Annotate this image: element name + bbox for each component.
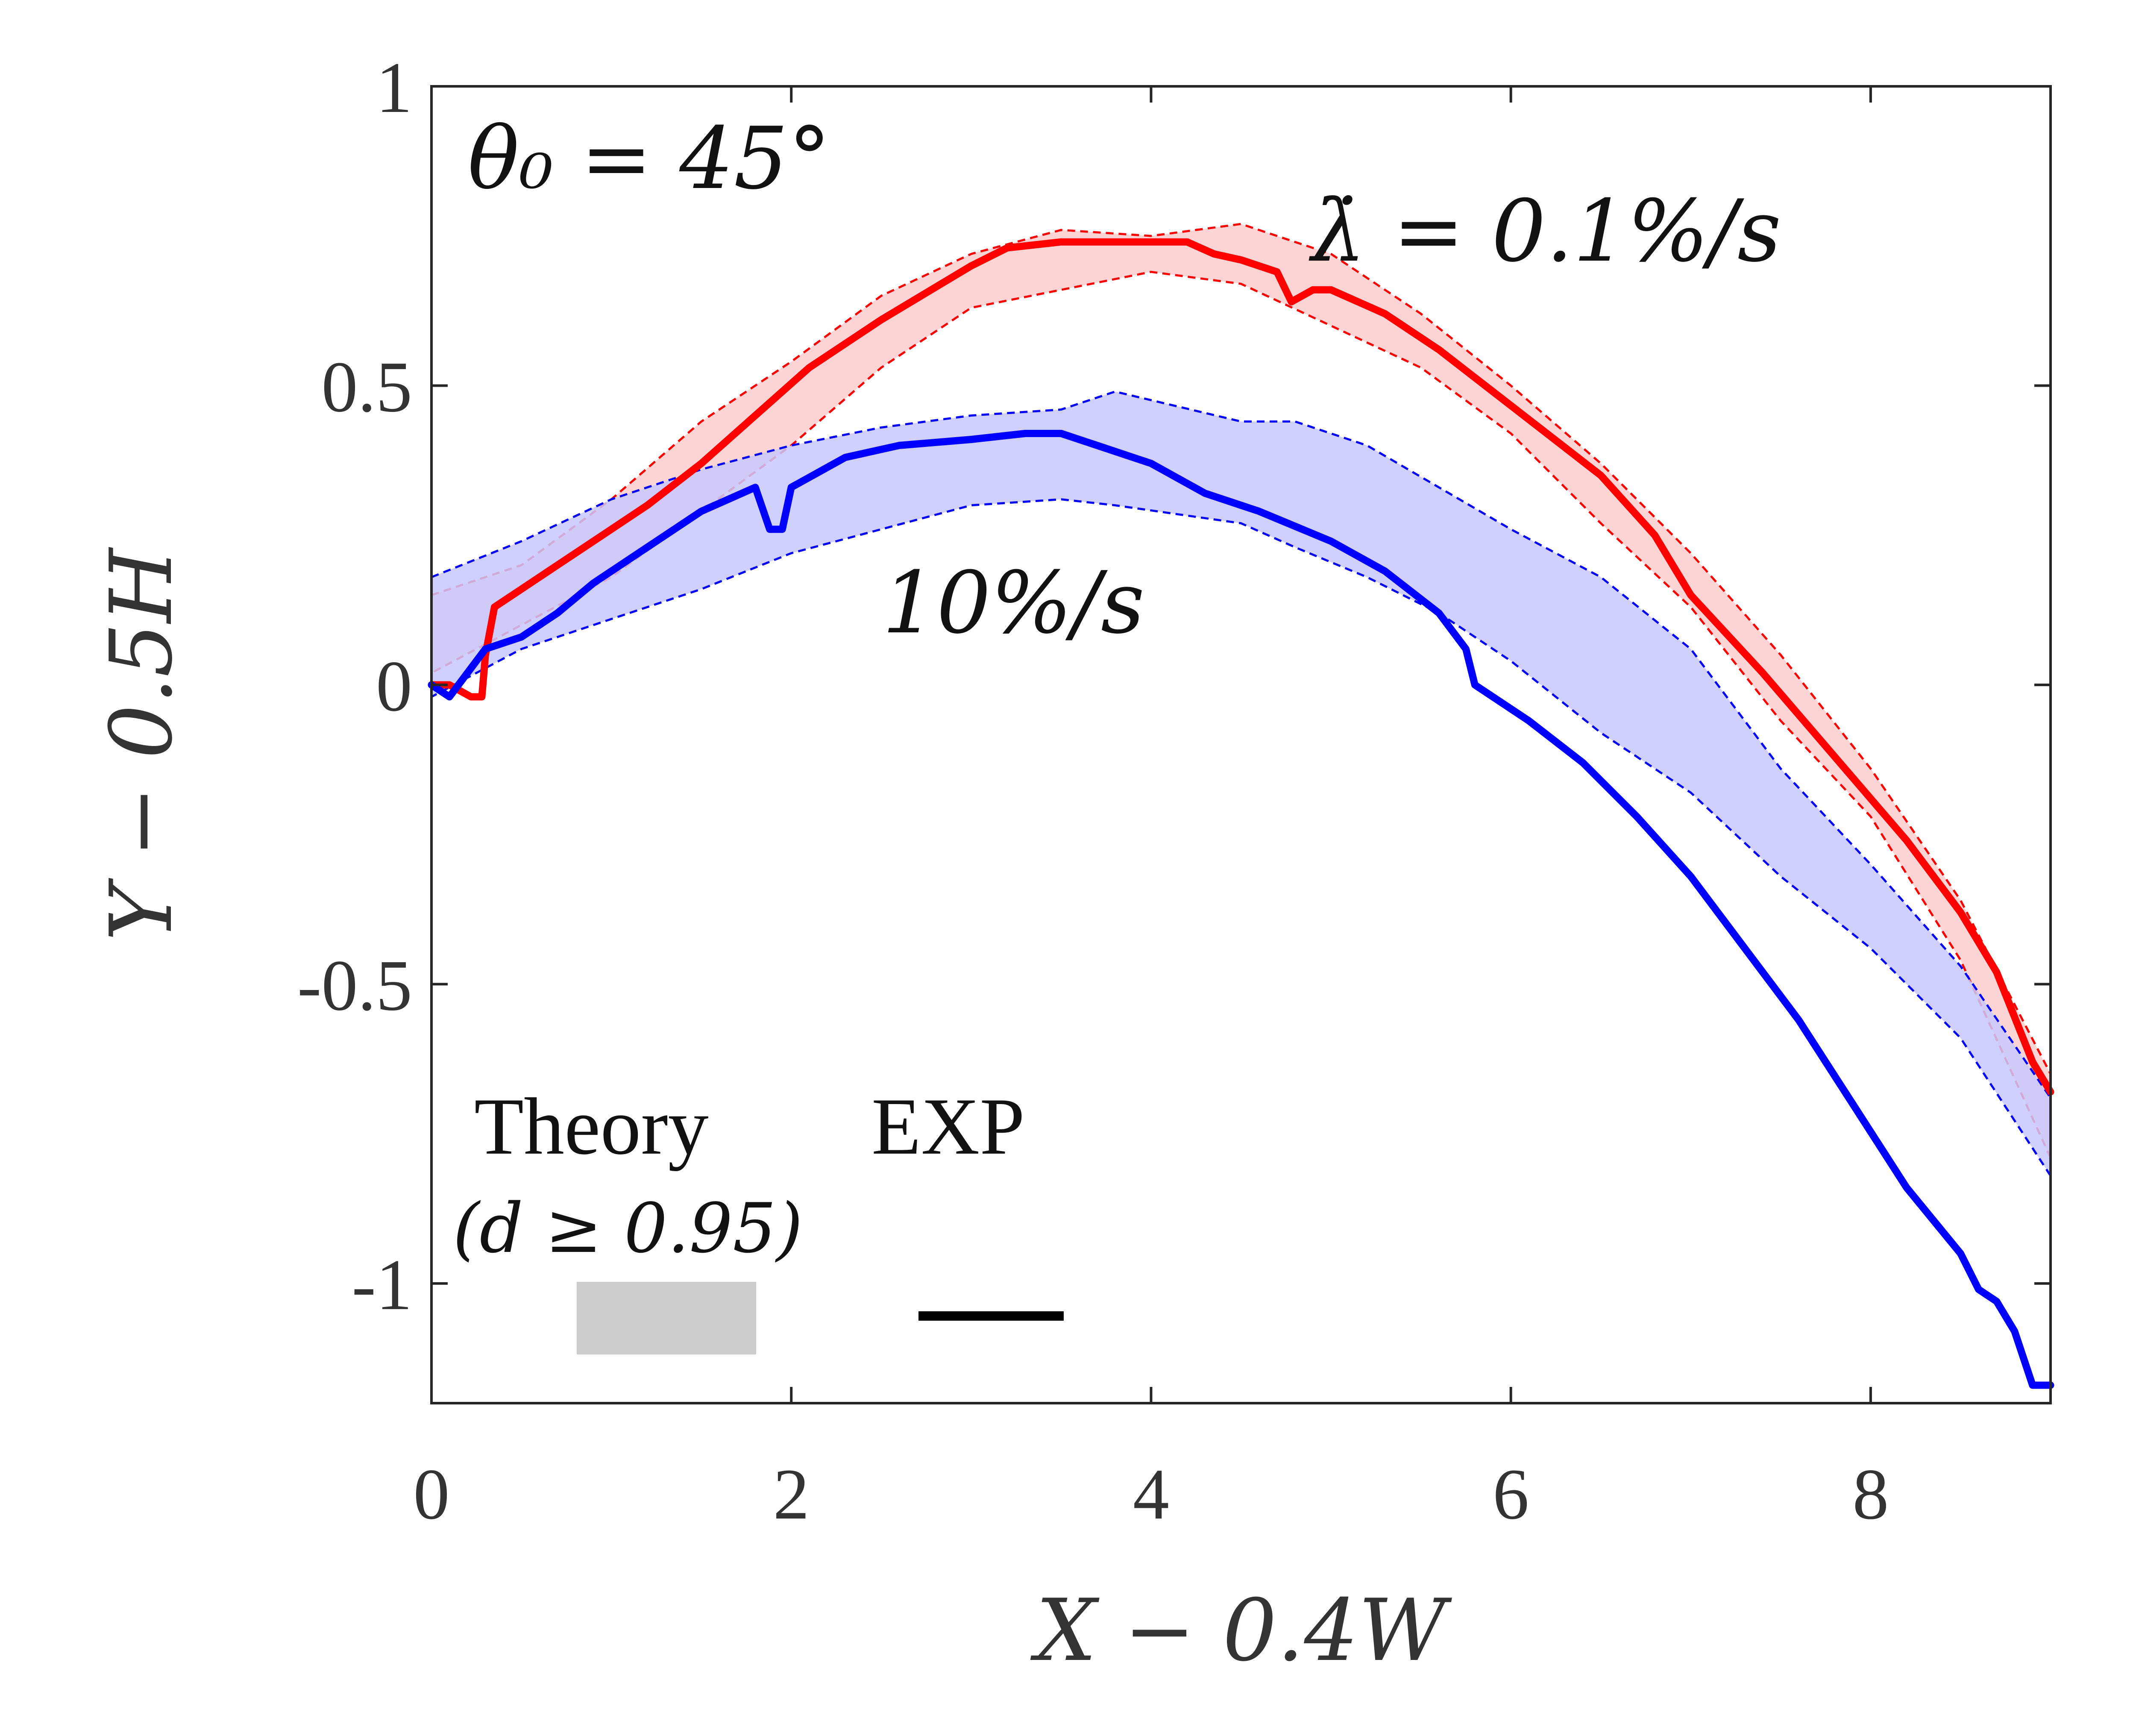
y-tick-label-4: -1 bbox=[352, 1245, 412, 1325]
y-tick-labels: 1 0.5 0 -0.5 -1 bbox=[297, 47, 412, 1325]
legend-exp-label: EXP bbox=[871, 1082, 1025, 1172]
legend-theory-label: Theory bbox=[474, 1082, 709, 1172]
theory-band-1 bbox=[431, 391, 2051, 1176]
plot-frame bbox=[430, 85, 2052, 1404]
y-tick-label-1: 0.5 bbox=[322, 347, 413, 427]
experiment-line-0 bbox=[428, 238, 2054, 1096]
x-tick-label-2: 4 bbox=[1133, 1454, 1169, 1534]
legend-theory-sublabel: (d ≥ 0.95) bbox=[453, 1188, 803, 1268]
slow-rate-annotation: λ̇ = 0.1%/s bbox=[1309, 182, 1781, 281]
x-tick-label-0: 0 bbox=[414, 1454, 450, 1534]
fast-rate-annotation: 10%/s bbox=[882, 553, 1145, 653]
legend: Theory EXP (d ≥ 0.95) bbox=[453, 1082, 1064, 1354]
theory-band-upper-0 bbox=[431, 223, 2052, 1075]
x-tick-label-4: 8 bbox=[1852, 1454, 1889, 1534]
y-tick-label-0: 1 bbox=[376, 47, 412, 128]
experiment-line-1 bbox=[428, 430, 2054, 1389]
y-tick-label-2: 0 bbox=[376, 646, 412, 726]
y-axis-label: Y − 0.5H bbox=[92, 547, 191, 941]
legend-theory-swatch bbox=[577, 1282, 756, 1354]
experiment-lines bbox=[428, 238, 2054, 1389]
theory-band-upper-1 bbox=[431, 390, 2052, 1099]
x-axis-label: X − 0.4W bbox=[1030, 1581, 1452, 1680]
y-tick-label-3: -0.5 bbox=[297, 945, 412, 1025]
axis-ticks bbox=[430, 85, 2051, 1403]
x-tick-label-3: 6 bbox=[1493, 1454, 1529, 1534]
x-tick-label-1: 2 bbox=[773, 1454, 810, 1534]
theory-band-lower-1 bbox=[431, 498, 2052, 1177]
x-tick-labels: 0 2 4 6 8 bbox=[414, 1454, 1889, 1534]
theta-annotation: θ₀ = 45° bbox=[468, 109, 831, 209]
